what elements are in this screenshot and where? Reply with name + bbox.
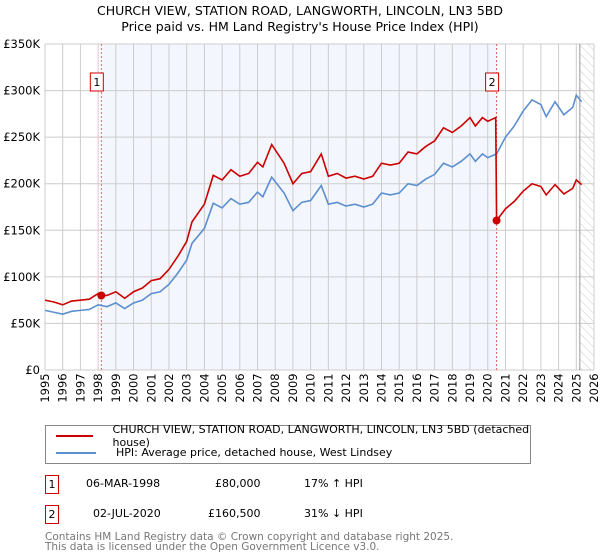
y-tick-label: £250K [3, 130, 40, 144]
hpi-line [44, 93, 583, 315]
x-tick-label: 2020 [481, 373, 495, 402]
sale-price: £80,000 [215, 477, 261, 490]
y-tick-label: £200K [3, 177, 40, 191]
x-tick-label: 2006 [233, 373, 247, 402]
forecast-hatch [579, 44, 594, 370]
sale-marker-label: 1 [93, 76, 100, 89]
footer-licence: This data is licensed under the Open Gov… [45, 541, 380, 553]
y-tick-label: £350K [3, 37, 40, 51]
sale-marker-box [485, 72, 500, 92]
x-tick-label: 2013 [357, 373, 371, 402]
x-tick-label: 2017 [428, 373, 442, 402]
footer-copyright: Contains HM Land Registry data © Crown c… [45, 531, 454, 543]
chart-title: CHURCH VIEW, STATION ROAD, LANGWORTH, LI… [97, 3, 503, 18]
x-tick-label: 2015 [392, 373, 406, 402]
x-tick-label: 2019 [463, 373, 477, 402]
legend-label-property: CHURCH VIEW, STATION ROAD, LANGWORTH, LI… [112, 422, 530, 449]
x-tick-label: 2001 [144, 373, 158, 402]
sale-hpi-diff: 17% ↑ HPI [304, 477, 363, 490]
x-tick-label: 2022 [516, 373, 530, 402]
x-tick-label: 1999 [109, 373, 123, 402]
x-tick-label: 1995 [38, 373, 52, 402]
x-tick-label: 2008 [268, 373, 282, 402]
legend-item-property: CHURCH VIEW, STATION ROAD, LANGWORTH, LI… [56, 423, 530, 449]
x-tick-label: 2021 [498, 373, 512, 402]
sale-badge: 1 [45, 475, 59, 494]
x-tick-label: 2007 [251, 373, 265, 402]
x-tick-label: 2026 [587, 373, 600, 402]
x-tick-label: 2011 [321, 373, 335, 402]
sale-hpi-diff: 31% ↓ HPI [304, 507, 363, 520]
x-tick-label: 2016 [410, 373, 424, 402]
x-tick-label: 2010 [304, 373, 318, 402]
legend-swatch-blue [56, 451, 96, 454]
price-chart: 1995 1996 1997 1998 1999 2000 2001 2002 2003 2004… [3, 37, 600, 403]
sale-marker-label: 2 [489, 76, 496, 89]
sale-point [97, 291, 106, 300]
x-tick-label: 2024 [552, 373, 566, 402]
sale-date: 02-JUL-2020 [93, 507, 161, 520]
legend-swatch-red [56, 434, 93, 437]
sale-marker-box [89, 72, 104, 92]
x-tick-label: 2009 [286, 373, 300, 402]
y-tick-label: £300K [3, 84, 40, 98]
x-tick-label: 2025 [569, 373, 583, 402]
sale-date: 06-MAR-1998 [86, 477, 161, 490]
x-tick-label: 2002 [162, 373, 176, 402]
x-tick-label: 2005 [215, 373, 229, 402]
x-tick-label: 1998 [91, 373, 105, 402]
y-tick-label: £100K [3, 270, 40, 284]
sale-row-1: 1 06-MAR-1998 £80,000 17% ↑ HPI [45, 475, 445, 494]
legend: CHURCH VIEW, STATION ROAD, LANGWORTH, LI… [45, 423, 531, 464]
x-tick-label: 2018 [445, 373, 459, 402]
x-tick-label: 2004 [197, 373, 211, 402]
y-tick-label: £50K [11, 316, 41, 330]
sale-point [492, 216, 501, 225]
sale-price: £160,500 [208, 507, 261, 520]
y-tick-label: £0 [25, 363, 40, 377]
y-tick-label: £150K [3, 223, 40, 237]
shaded-ownership-period [101, 44, 497, 370]
x-tick-label: 2000 [127, 373, 141, 402]
x-tick-label: 2003 [180, 373, 194, 402]
sale-badge: 2 [45, 505, 59, 524]
legend-label-hpi: HPI: Average price, detached house, West… [116, 446, 393, 459]
x-tick-label: 1996 [56, 373, 70, 402]
x-tick-label: 2023 [534, 373, 548, 402]
legend-item-hpi: HPI: Average price, detached house, West… [56, 444, 392, 461]
sale-row-2: 2 02-JUL-2020 £160,500 31% ↓ HPI [45, 505, 445, 524]
x-tick-label: 2014 [374, 373, 388, 402]
chart-subtitle: Price paid vs. HM Land Registry's House … [121, 19, 479, 34]
x-tick-label: 2012 [339, 373, 353, 402]
x-tick-label: 1997 [73, 373, 87, 402]
